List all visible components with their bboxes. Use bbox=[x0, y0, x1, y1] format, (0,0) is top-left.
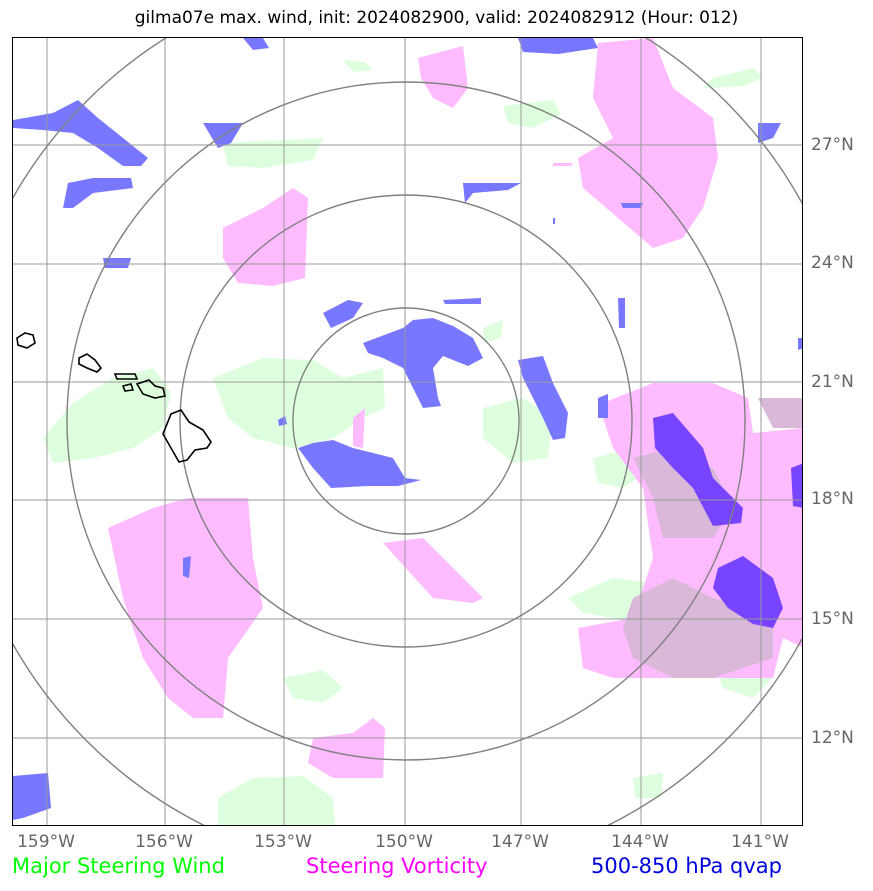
lon-label-156w: 156°W bbox=[135, 832, 193, 852]
map-panel bbox=[12, 37, 803, 826]
lon-label-144w: 144°W bbox=[611, 832, 669, 852]
map-canvas bbox=[13, 38, 802, 825]
legend-steering-wind: Major Steering Wind bbox=[12, 854, 225, 878]
lon-label-141w: 141°W bbox=[731, 832, 789, 852]
lat-label-27n: 27°N bbox=[811, 135, 854, 155]
range-rings bbox=[13, 38, 802, 825]
lon-label-159w: 159°W bbox=[17, 832, 75, 852]
lat-label-18n: 18°N bbox=[811, 489, 854, 509]
legend-steering-vorticity: Steering Vorticity bbox=[306, 854, 488, 878]
lat-label-21n: 21°N bbox=[811, 372, 854, 392]
lat-label-15n: 15°N bbox=[811, 609, 854, 629]
chart-title: gilma07e max. wind, init: 2024082900, va… bbox=[134, 8, 739, 28]
lat-label-12n: 12°N bbox=[811, 728, 854, 748]
kauai-outline bbox=[16, 332, 36, 349]
hawaiian-islands-coastline bbox=[16, 332, 212, 463]
lanai-outline bbox=[121, 383, 135, 392]
oahu-outline bbox=[78, 353, 103, 373]
big-island-outline bbox=[162, 409, 212, 463]
legend-qvap: 500-850 hPa qvap bbox=[591, 854, 782, 878]
maui-outline bbox=[135, 379, 166, 399]
lon-label-147w: 147°W bbox=[491, 832, 549, 852]
lon-label-150w: 150°W bbox=[375, 832, 433, 852]
qvap-dark-layer bbox=[653, 413, 802, 628]
lat-label-24n: 24°N bbox=[811, 253, 854, 273]
molokai-outline bbox=[113, 373, 139, 380]
lon-label-153w: 153°W bbox=[254, 832, 312, 852]
